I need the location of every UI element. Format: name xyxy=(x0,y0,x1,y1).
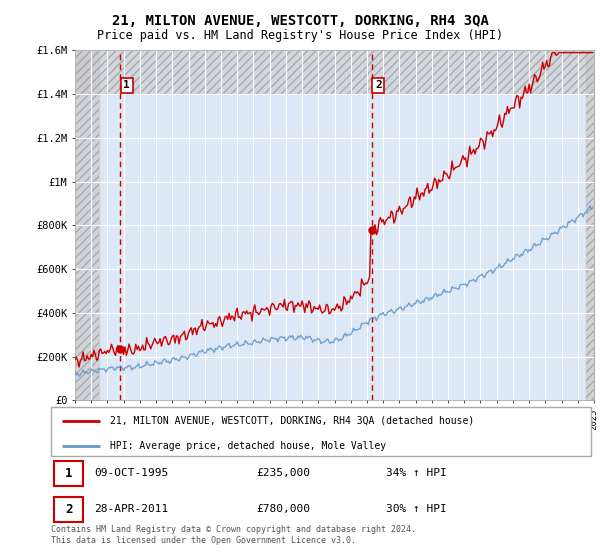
Text: HPI: Average price, detached house, Mole Valley: HPI: Average price, detached house, Mole… xyxy=(110,441,386,451)
Text: 34% ↑ HPI: 34% ↑ HPI xyxy=(386,468,446,478)
Text: 2: 2 xyxy=(375,81,382,90)
Text: 28-APR-2011: 28-APR-2011 xyxy=(94,505,169,515)
Text: Price paid vs. HM Land Registry's House Price Index (HPI): Price paid vs. HM Land Registry's House … xyxy=(97,29,503,42)
Text: Contains HM Land Registry data © Crown copyright and database right 2024.
This d: Contains HM Land Registry data © Crown c… xyxy=(51,525,416,545)
Text: 30% ↑ HPI: 30% ↑ HPI xyxy=(386,505,446,515)
Text: £235,000: £235,000 xyxy=(256,468,310,478)
Text: 21, MILTON AVENUE, WESTCOTT, DORKING, RH4 3QA: 21, MILTON AVENUE, WESTCOTT, DORKING, RH… xyxy=(112,14,488,28)
Text: £780,000: £780,000 xyxy=(256,505,310,515)
Text: 1: 1 xyxy=(124,81,130,90)
Text: 21, MILTON AVENUE, WESTCOTT, DORKING, RH4 3QA (detached house): 21, MILTON AVENUE, WESTCOTT, DORKING, RH… xyxy=(110,416,475,426)
Text: 2: 2 xyxy=(65,503,73,516)
Bar xyxy=(54,461,83,486)
Text: 09-OCT-1995: 09-OCT-1995 xyxy=(94,468,169,478)
Text: 1: 1 xyxy=(65,467,73,480)
Bar xyxy=(54,497,83,522)
